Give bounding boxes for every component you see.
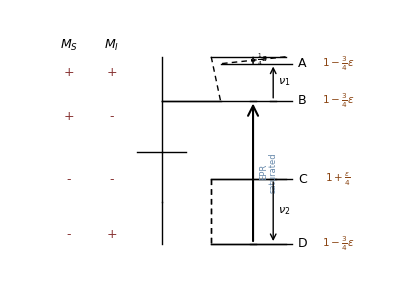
Text: +: +: [107, 67, 117, 80]
Text: -: -: [66, 173, 71, 186]
Text: +: +: [107, 228, 117, 241]
Text: EPR
saturated: EPR saturated: [259, 152, 278, 193]
Text: +: +: [63, 110, 74, 123]
Text: -: -: [110, 173, 114, 186]
Text: $M_S$: $M_S$: [60, 38, 78, 53]
Text: $1-\frac{3}{4}\varepsilon$: $1-\frac{3}{4}\varepsilon$: [322, 55, 354, 73]
Text: -: -: [66, 228, 71, 241]
Text: $1+\frac{\varepsilon}{4}$: $1+\frac{\varepsilon}{4}$: [325, 171, 351, 188]
Text: $M_I$: $M_I$: [104, 38, 120, 53]
Text: B: B: [298, 94, 307, 107]
Text: $\nu_1$: $\nu_1$: [278, 76, 290, 88]
Text: $\nu_2$: $\nu_2$: [278, 206, 290, 218]
Text: $1-\frac{3}{4}\varepsilon$: $1-\frac{3}{4}\varepsilon$: [322, 235, 354, 253]
Text: C: C: [298, 173, 307, 186]
Text: +: +: [63, 67, 74, 80]
Text: D: D: [298, 237, 308, 250]
Text: $1-\frac{3}{4}\varepsilon$: $1-\frac{3}{4}\varepsilon$: [322, 92, 354, 110]
Text: $\frac{1}{4}a$: $\frac{1}{4}a$: [257, 52, 268, 68]
Text: A: A: [298, 57, 306, 70]
Text: -: -: [110, 110, 114, 123]
